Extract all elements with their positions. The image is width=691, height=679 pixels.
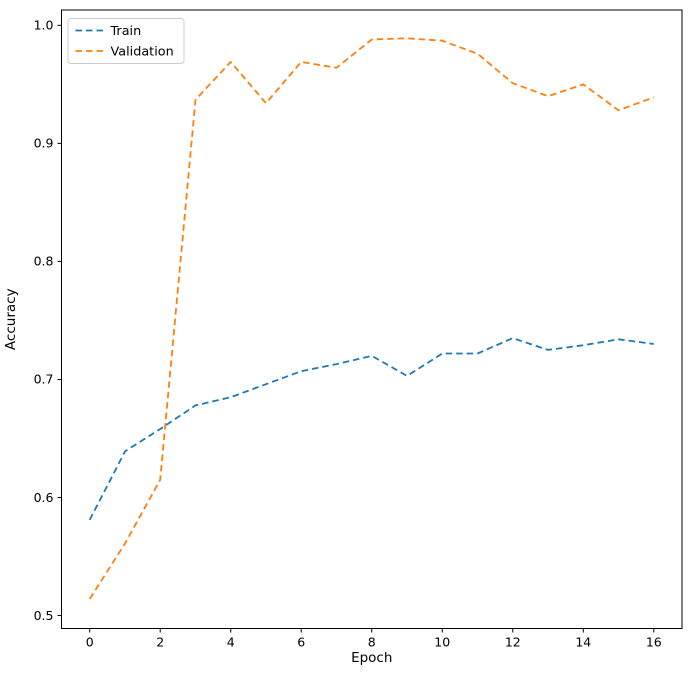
- y-axis: 0.5 0.6 0.7 0.8 0.9 1.0: [34, 18, 62, 623]
- plot-area-border: [61, 9, 683, 629]
- x-tick-label: 6: [297, 635, 305, 650]
- x-tick-label: 2: [156, 635, 164, 650]
- x-tick-label: 8: [368, 635, 376, 650]
- x-tick-label: 4: [227, 635, 235, 650]
- x-tick-label: 14: [575, 635, 591, 650]
- x-axis-label: Epoch: [351, 650, 392, 666]
- x-axis: 0 2 4 6 8 10 12 14 16: [86, 628, 662, 650]
- y-tick-label: 1.0: [34, 18, 54, 33]
- x-tick-label: 12: [505, 635, 521, 650]
- x-tick-label: 10: [434, 635, 450, 650]
- y-tick-label: 0.8: [34, 254, 54, 269]
- y-tick-label: 0.7: [34, 372, 54, 387]
- train-series-line: [88, 337, 654, 521]
- legend-label-validation: Validation: [111, 44, 174, 59]
- x-tick-label: 16: [646, 635, 662, 650]
- validation-series-line: [88, 37, 655, 600]
- y-axis-label: Accuracy: [3, 288, 19, 350]
- y-tick-label: 0.9: [34, 136, 54, 151]
- legend: Train Validation: [67, 18, 185, 64]
- y-tick-label: 0.5: [34, 608, 54, 623]
- x-tick-label: 0: [86, 635, 94, 650]
- legend-label-train: Train: [110, 24, 142, 39]
- y-tick-label: 0.6: [34, 490, 54, 505]
